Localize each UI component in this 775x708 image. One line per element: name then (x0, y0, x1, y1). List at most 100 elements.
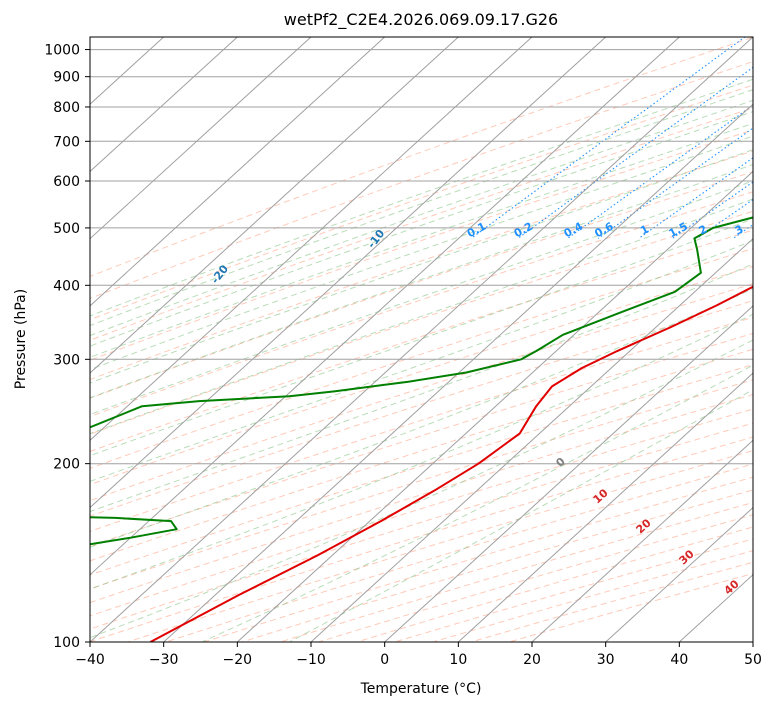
dry-adiabat-line (90, 247, 753, 469)
dry-adiabat-line (90, 150, 753, 381)
isotherm-line (90, 37, 753, 642)
isotherm-line (90, 37, 239, 173)
y-tick-label: 500 (53, 221, 80, 237)
moist-adiabat-label: 10 (591, 486, 611, 506)
moist-adiabat-line (90, 122, 753, 358)
moist-adiabat-line (90, 89, 753, 327)
dry-adiabat-line (90, 379, 753, 590)
moist-adiabats (90, 78, 753, 642)
isotherm-line (90, 37, 460, 374)
plot-frame (89, 36, 754, 643)
dry-adiabat-line (126, 450, 753, 642)
mixing-ratio-line (597, 127, 753, 239)
mixing-ratio-line (760, 25, 775, 238)
x-tick-label: 20 (523, 652, 541, 668)
isotherm-line (90, 37, 312, 240)
profile-lines (90, 216, 753, 642)
isotherm-line (383, 305, 753, 642)
moist-adiabat-line (90, 263, 753, 513)
isotherms (90, 37, 753, 642)
mixing-ratio-label: 0.4 (562, 220, 586, 241)
moist-adiabat-label: 30 (677, 547, 697, 567)
dry-adiabat-label: -20 (209, 262, 232, 286)
isotherm-line (236, 170, 753, 642)
x-axis-label: Temperature (°C) (360, 681, 482, 697)
dry-adiabat-line (316, 514, 753, 642)
moist-adiabat-line (90, 313, 753, 590)
dry-adiabat-line (90, 129, 753, 361)
dry-adiabat-line (90, 191, 753, 418)
isotherm-line (310, 237, 753, 642)
dry-adiabat-line (90, 107, 753, 341)
moist-adiabat-line (288, 389, 753, 642)
isotherm-line (752, 641, 753, 642)
isotherm-line (678, 574, 753, 642)
x-tick-label: 10 (449, 652, 467, 668)
x-tick-label: 40 (670, 652, 688, 668)
x-tick-label: −20 (223, 652, 253, 668)
moist-adiabat-line (200, 364, 753, 642)
x-tick-label: 0 (380, 652, 389, 668)
y-tick-label: 700 (53, 134, 80, 150)
y-tick-label: 600 (53, 174, 80, 190)
y-tick-label: 200 (53, 457, 80, 473)
dry-adiabat-line (278, 501, 753, 642)
x-axis-ticks: −40 −30 −20 −10 0 10 20 30 40 50 (75, 642, 762, 668)
dry-adiabat-line (164, 463, 753, 642)
moist-adiabat-line (90, 99, 753, 337)
dry-adiabat-line (392, 538, 753, 642)
plot-area: 0.10.20.40.611.52346810131620253036-100-… (63, 25, 775, 642)
y-tick-label: 100 (53, 635, 80, 651)
mixing-ratio-label: 1 (638, 222, 651, 237)
isotherm-line (90, 37, 386, 307)
x-tick-label: 30 (597, 652, 615, 668)
moist-adiabat-label: 40 (722, 577, 742, 597)
mixing-ratio-line (672, 181, 753, 239)
mixing-ratio-label: 4 (759, 222, 772, 237)
mixing-ratio-line (732, 224, 753, 239)
x-tick-label: −40 (75, 652, 105, 668)
mixing-ratio-label: 0.2 (512, 220, 535, 241)
isotherm-line (90, 37, 681, 576)
pressure-gridlines (90, 49, 753, 642)
isotherm-line (162, 103, 753, 642)
moist-adiabat-line (90, 180, 753, 416)
dry-adiabat-line (90, 436, 753, 642)
mixing-ratio-line (517, 66, 753, 239)
y-tick-label: 1000 (44, 43, 80, 59)
dry-adiabat-line (202, 476, 753, 642)
isotherm-line (604, 506, 753, 642)
moist-adiabat-line (90, 78, 753, 317)
dry-adiabat-line (90, 171, 753, 399)
y-tick-label: 300 (53, 352, 80, 368)
y-tick-label: 900 (53, 70, 80, 86)
dry-adiabat-line (90, 364, 753, 576)
dry-adiabat-line (90, 283, 753, 502)
y-tick-label: 400 (53, 278, 80, 294)
y-axis-ticks: 100 200 300 400 500 600 700 800 900 1000 (44, 43, 90, 651)
mixing-ratio-line (470, 37, 746, 239)
dry-adiabat-line (469, 561, 753, 642)
moist-adiabat-line (90, 135, 753, 371)
x-tick-label: −10 (296, 652, 326, 668)
mixing-ratio-line (696, 198, 753, 239)
isotherm-line (531, 439, 753, 642)
isotherm-line (90, 37, 533, 441)
dry-adiabat-line (90, 422, 753, 630)
temperature-profile-line (149, 285, 753, 642)
moist-adiabat-line (90, 239, 753, 482)
moist-adiabat-line (90, 288, 753, 548)
moist-adiabat-line (90, 111, 753, 347)
dry-adiabat-line (90, 300, 753, 517)
dry-adiabat-line (90, 37, 753, 278)
chart-title: wetPf2_C2E4.2026.069.09.17.G26 (284, 10, 558, 30)
dry-adiabat-line (431, 550, 753, 642)
isotherm-line (457, 372, 753, 642)
mixing-ratio-label: 0.1 (465, 220, 488, 241)
mixing-ratio-lines (470, 25, 775, 239)
x-tick-label: −30 (149, 652, 179, 668)
mixing-ratio-label: 0.6 (592, 220, 616, 241)
dewpoint-profile-line (90, 216, 753, 546)
dry-adiabat-label: -30 (63, 296, 86, 320)
